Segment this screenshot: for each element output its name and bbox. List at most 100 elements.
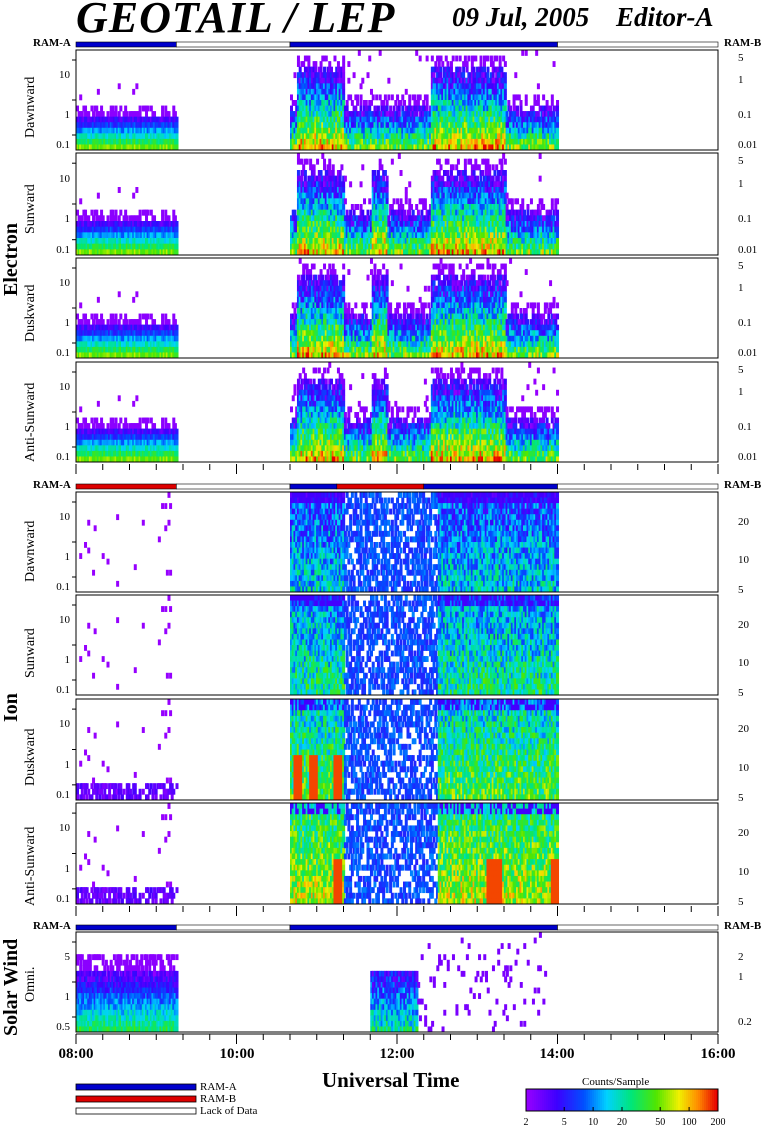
panel-label-ion-dawnward: Dawnward [23, 521, 39, 582]
y-tick-right-electron-2-1: 1 [738, 282, 744, 294]
y-tick-right-ion-1-1: 10 [738, 657, 749, 669]
legend-swatch-lack-of-data [76, 1108, 196, 1114]
y-tick-right-ion-0-1: 10 [738, 554, 749, 566]
panel-label-electron-anti-sunward: Anti-Sunward [23, 383, 39, 462]
y-tick-left-ion-0-0: 10 [59, 511, 70, 523]
x-tick-1200: 12:00 [380, 1046, 415, 1063]
ram-bar-ion-seg-4 [424, 484, 558, 489]
y-tick-left-ion-2-0: 10 [59, 718, 70, 730]
ram-bar-ion-seg-1 [176, 484, 290, 489]
figure-editor: Editor-A [616, 2, 714, 33]
y-tick-left-electron-0-2: 0.1 [56, 139, 70, 151]
y-tick-right-ion-1-2: 5 [738, 687, 744, 699]
colorbar-tick-5: 5 [562, 1117, 567, 1128]
ram-label-left-ion: RAM-A [33, 479, 71, 491]
y-tick-right-electron-1-1: 1 [738, 178, 744, 190]
x-tick-1000: 10:00 [220, 1046, 255, 1063]
colorbar-tick-2: 2 [524, 1117, 529, 1128]
panel-ion-sunward [72, 595, 718, 695]
group-label-solar-wind: Solar Wind [0, 939, 23, 1036]
y-tick-left-ion-1-1: 1 [65, 654, 71, 666]
panel-ion-anti-sunward [72, 803, 718, 904]
y-tick-right-solar-wind-0-0: 2 [738, 951, 744, 963]
panel-electron-sunward [72, 153, 718, 255]
y-tick-right-electron-3-2: 0.1 [738, 421, 752, 433]
legend [76, 1084, 196, 1114]
y-tick-right-ion-1-0: 20 [738, 619, 749, 631]
y-tick-right-electron-2-0: 5 [738, 260, 744, 272]
y-tick-right-ion-0-0: 20 [738, 516, 749, 528]
y-tick-left-electron-2-0: 10 [59, 277, 70, 289]
colorbar-tick-100: 100 [682, 1117, 697, 1128]
y-tick-right-ion-3-2: 5 [738, 896, 744, 908]
panel-label-ion-anti-sunward: Anti-Sunward [23, 827, 39, 906]
panel-label-electron-duskward: Duskward [23, 284, 39, 342]
y-tick-left-ion-3-2: 0.1 [56, 893, 70, 905]
y-tick-left-ion-0-2: 0.1 [56, 581, 70, 593]
ram-label-right-ion: RAM-B [724, 479, 761, 491]
x-tick-1600: 16:00 [701, 1046, 736, 1063]
y-tick-right-electron-1-0: 5 [738, 155, 744, 167]
ram-bar-solar-wind-seg-3 [558, 925, 719, 930]
colorbar-tick-200: 200 [711, 1117, 726, 1128]
panel-label-ion-duskward: Duskward [23, 728, 39, 786]
y-tick-right-ion-3-0: 20 [738, 827, 749, 839]
ram-label-right-solar-wind: RAM-B [724, 920, 761, 932]
figure-date: 09 Jul, 2005 [452, 2, 589, 33]
y-tick-right-solar-wind-0-2: 0.2 [738, 1016, 752, 1028]
x-tick-1400: 14:00 [540, 1046, 575, 1063]
y-tick-left-ion-2-2: 0.1 [56, 789, 70, 801]
ram-bar-ion-seg-5 [558, 484, 719, 489]
x-tick-0800: 08:00 [59, 1046, 94, 1063]
y-tick-left-ion-0-1: 1 [65, 551, 71, 563]
y-tick-right-electron-1-2: 0.1 [738, 213, 752, 225]
group-label-electron: Electron [0, 223, 23, 296]
ram-bar-solar-wind-seg-1 [176, 925, 290, 930]
colorbar-tick-50: 50 [655, 1117, 665, 1128]
y-tick-right-solar-wind-0-1: 1 [738, 971, 744, 983]
y-tick-left-electron-0-1: 1 [65, 109, 71, 121]
y-tick-right-electron-3-1: 1 [738, 386, 744, 398]
figure-title: GEOTAIL / LEP [76, 0, 395, 43]
y-tick-left-electron-1-2: 0.1 [56, 244, 70, 256]
ram-bar-solar-wind [76, 925, 718, 930]
panel-label-ion-sunward: Sunward [23, 628, 39, 678]
ram-label-right-electron: RAM-B [724, 37, 761, 49]
y-tick-right-electron-2-3: 0.01 [738, 347, 757, 359]
legend-label-lack-of-data: Lack of Data [200, 1105, 257, 1117]
y-tick-left-electron-2-1: 1 [65, 317, 71, 329]
y-tick-right-ion-2-0: 20 [738, 723, 749, 735]
ram-bar-solar-wind-seg-0 [76, 925, 176, 930]
y-tick-left-solar-wind-0-1: 1 [65, 991, 71, 1003]
y-tick-left-ion-3-0: 10 [59, 822, 70, 834]
x-axis-label: Universal Time [322, 1068, 459, 1093]
panel-label-solar-wind-omni: Omni. [23, 967, 39, 1002]
ram-bar-ion-seg-2 [290, 484, 337, 489]
y-tick-right-ion-0-2: 5 [738, 584, 744, 596]
y-tick-right-electron-0-3: 0.01 [738, 139, 757, 151]
panel-electron-anti-sunward [72, 362, 718, 462]
legend-swatch-ram-a [76, 1084, 196, 1090]
y-tick-left-ion-1-2: 0.1 [56, 684, 70, 696]
x-tick-marks-1 [76, 906, 718, 916]
ram-bar-ion [76, 484, 718, 489]
y-tick-left-ion-3-1: 1 [65, 863, 71, 875]
y-tick-left-electron-1-0: 10 [59, 173, 70, 185]
ram-bar-ion-seg-3 [337, 484, 424, 489]
y-tick-right-ion-2-2: 5 [738, 792, 744, 804]
panel-ion-duskward [72, 699, 718, 800]
y-tick-left-ion-2-1: 1 [65, 759, 71, 771]
colorbar-tick-10: 10 [588, 1117, 598, 1128]
y-tick-left-solar-wind-0-2: 0.5 [56, 1021, 70, 1033]
y-tick-right-electron-3-0: 5 [738, 364, 744, 376]
y-tick-left-electron-0-0: 10 [59, 69, 70, 81]
panel-solar-wind-omni- [72, 932, 718, 1032]
y-tick-right-electron-0-1: 1 [738, 74, 744, 86]
ram-label-left-electron: RAM-A [33, 37, 71, 49]
colorbar-tick-20: 20 [617, 1117, 627, 1128]
ram-bar-electron-seg-3 [558, 42, 719, 47]
colorbar-title: Counts/Sample [582, 1076, 649, 1088]
y-tick-right-electron-3-3: 0.01 [738, 451, 757, 463]
panel-electron-duskward [72, 258, 718, 358]
legend-label-ram-b: RAM-B [200, 1093, 236, 1105]
